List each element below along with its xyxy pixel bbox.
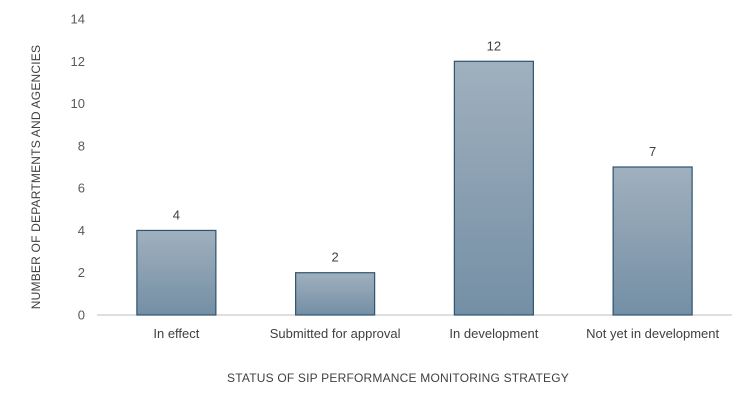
y-tick-label: 14 xyxy=(71,12,85,27)
category-label: Submitted for approval xyxy=(270,326,401,341)
y-tick-label: 4 xyxy=(78,223,85,238)
y-tick-label: 2 xyxy=(78,265,85,280)
y-axis-ticks: 0 2 4 6 8 10 12 14 xyxy=(71,12,85,323)
bar xyxy=(612,166,693,316)
data-label: 12 xyxy=(487,38,501,53)
data-label: 2 xyxy=(332,250,339,265)
y-tick-label: 0 xyxy=(78,308,85,323)
bar xyxy=(453,60,534,316)
y-tick-label: 6 xyxy=(78,181,85,196)
bars xyxy=(136,60,693,316)
y-tick-label: 8 xyxy=(78,138,85,153)
x-axis-title: STATUS OF SIP PERFORMANCE MONITORING STR… xyxy=(227,371,569,385)
category-label: In effect xyxy=(153,326,199,341)
y-axis-title: NUMBER OF DEPARTMENTS AND AGENCIES xyxy=(29,45,43,309)
category-labels: In effect Submitted for approval In develo… xyxy=(153,326,719,341)
data-label: 7 xyxy=(649,144,656,159)
data-label: 4 xyxy=(173,207,180,222)
y-tick-label: 12 xyxy=(71,54,85,69)
bar xyxy=(136,229,217,316)
y-tick-label: 10 xyxy=(71,96,85,111)
category-label: Not yet in development xyxy=(586,326,719,341)
category-label: In development xyxy=(449,326,538,341)
bar xyxy=(295,272,376,316)
data-labels: 4 2 12 7 xyxy=(173,38,656,264)
